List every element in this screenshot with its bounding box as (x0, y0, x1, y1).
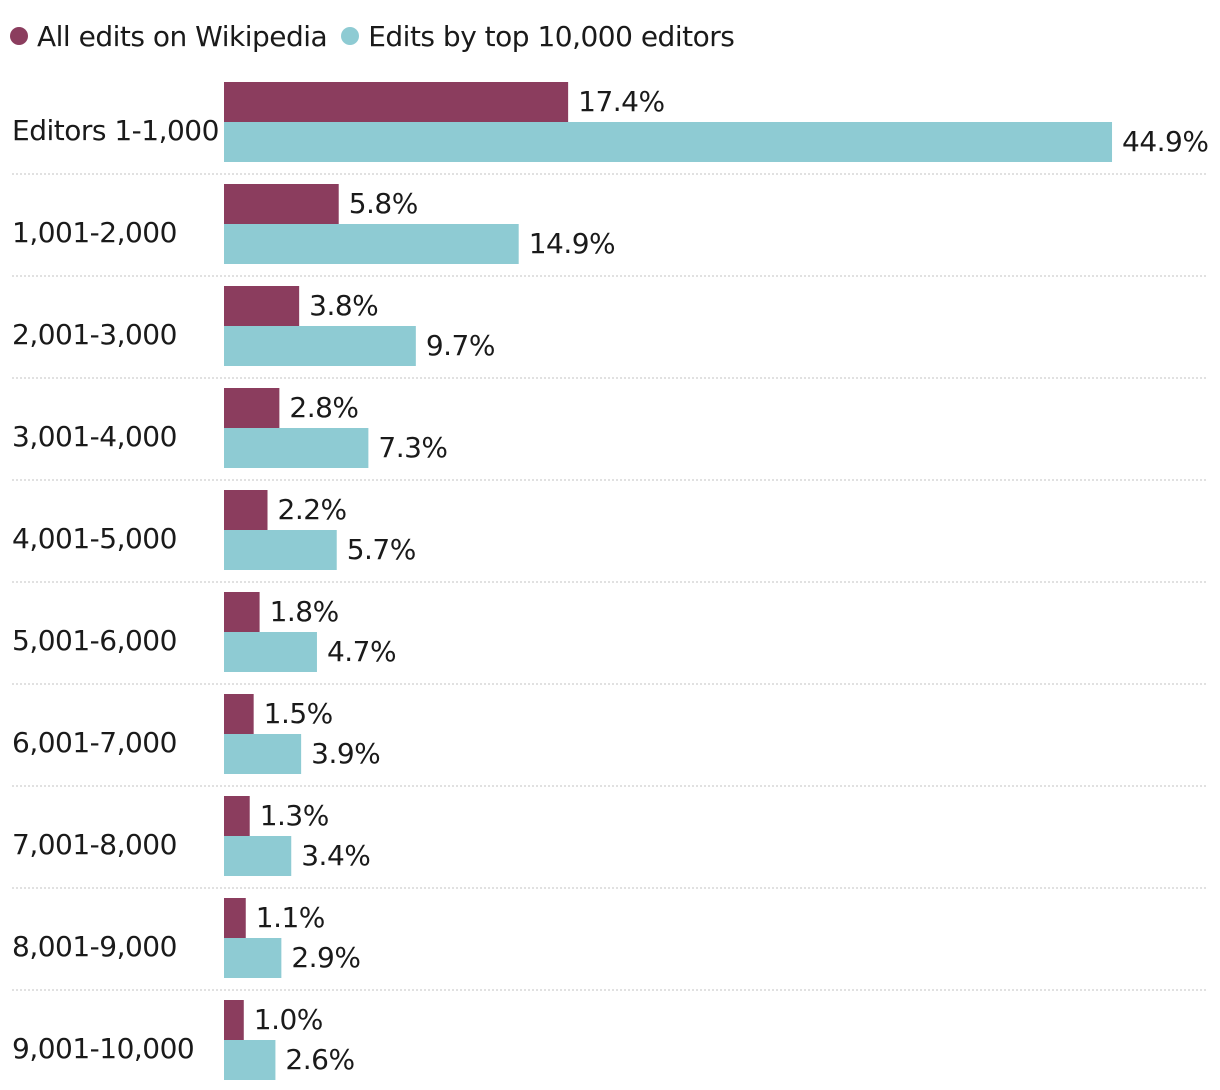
category-label: 4,001-5,000 (12, 522, 177, 555)
value-label-all-edits: 1.0% (254, 1003, 323, 1036)
bar-all-edits (224, 694, 254, 734)
value-label-top-editors: 2.6% (285, 1043, 354, 1076)
category-label: 6,001-7,000 (12, 726, 177, 759)
bar-all-edits (224, 796, 250, 836)
bar-all-edits (224, 388, 280, 428)
value-label-all-edits: 1.5% (264, 697, 333, 730)
bar-all-edits (224, 490, 268, 530)
bar-top-editors (224, 734, 302, 774)
legend-swatch-all-edits (10, 27, 28, 45)
category-label: Editors 1-1,000 (12, 114, 219, 147)
value-label-all-edits: 5.8% (349, 187, 418, 220)
bar-top-editors (224, 326, 416, 366)
category-label: 3,001-4,000 (12, 420, 177, 453)
bar-all-edits (224, 592, 260, 632)
bar-top-editors (224, 224, 519, 264)
legend-item-top-editors: Edits by top 10,000 editors (341, 19, 735, 53)
chart-legend: All edits on Wikipedia Edits by top 10,0… (10, 16, 748, 56)
legend-label-top-editors: Edits by top 10,000 editors (368, 19, 735, 53)
bar-top-editors (224, 428, 369, 468)
value-label-top-editors: 7.3% (378, 431, 447, 464)
value-label-top-editors: 44.9% (1122, 125, 1208, 158)
value-label-top-editors: 3.4% (301, 839, 370, 872)
value-label-top-editors: 4.7% (327, 635, 396, 668)
value-label-top-editors: 5.7% (347, 533, 416, 566)
value-label-all-edits: 1.8% (270, 595, 339, 628)
legend-label-all-edits: All edits on Wikipedia (37, 19, 328, 53)
bar-all-edits (224, 184, 339, 224)
bar-all-edits (224, 82, 569, 122)
value-label-all-edits: 17.4% (578, 85, 664, 118)
bar-all-edits (224, 898, 246, 938)
value-label-top-editors: 3.9% (311, 737, 380, 770)
value-label-top-editors: 9.7% (426, 329, 495, 362)
bar-top-editors (224, 938, 282, 978)
bar-all-edits (224, 1000, 244, 1040)
bar-top-editors (224, 122, 1113, 162)
legend-swatch-top-editors (341, 27, 360, 45)
value-label-all-edits: 2.8% (289, 391, 358, 424)
category-label: 9,001-10,000 (12, 1032, 194, 1065)
bar-top-editors (224, 1040, 276, 1080)
category-label: 5,001-6,000 (12, 624, 177, 657)
value-label-all-edits: 1.1% (256, 901, 325, 934)
category-label: 2,001-3,000 (12, 318, 177, 351)
value-label-top-editors: 14.9% (529, 227, 615, 260)
value-label-all-edits: 1.3% (260, 799, 329, 832)
value-label-top-editors: 2.9% (291, 941, 360, 974)
bar-all-edits (224, 286, 300, 326)
category-label: 8,001-9,000 (12, 930, 177, 963)
bar-top-editors (224, 836, 292, 876)
bar-top-editors (224, 530, 337, 570)
bar-top-editors (224, 632, 317, 672)
category-label: 1,001-2,000 (12, 216, 177, 249)
value-label-all-edits: 3.8% (309, 289, 378, 322)
value-label-all-edits: 2.2% (278, 493, 347, 526)
category-label: 7,001-8,000 (12, 828, 177, 861)
legend-item-all-edits: All edits on Wikipedia (10, 19, 328, 53)
